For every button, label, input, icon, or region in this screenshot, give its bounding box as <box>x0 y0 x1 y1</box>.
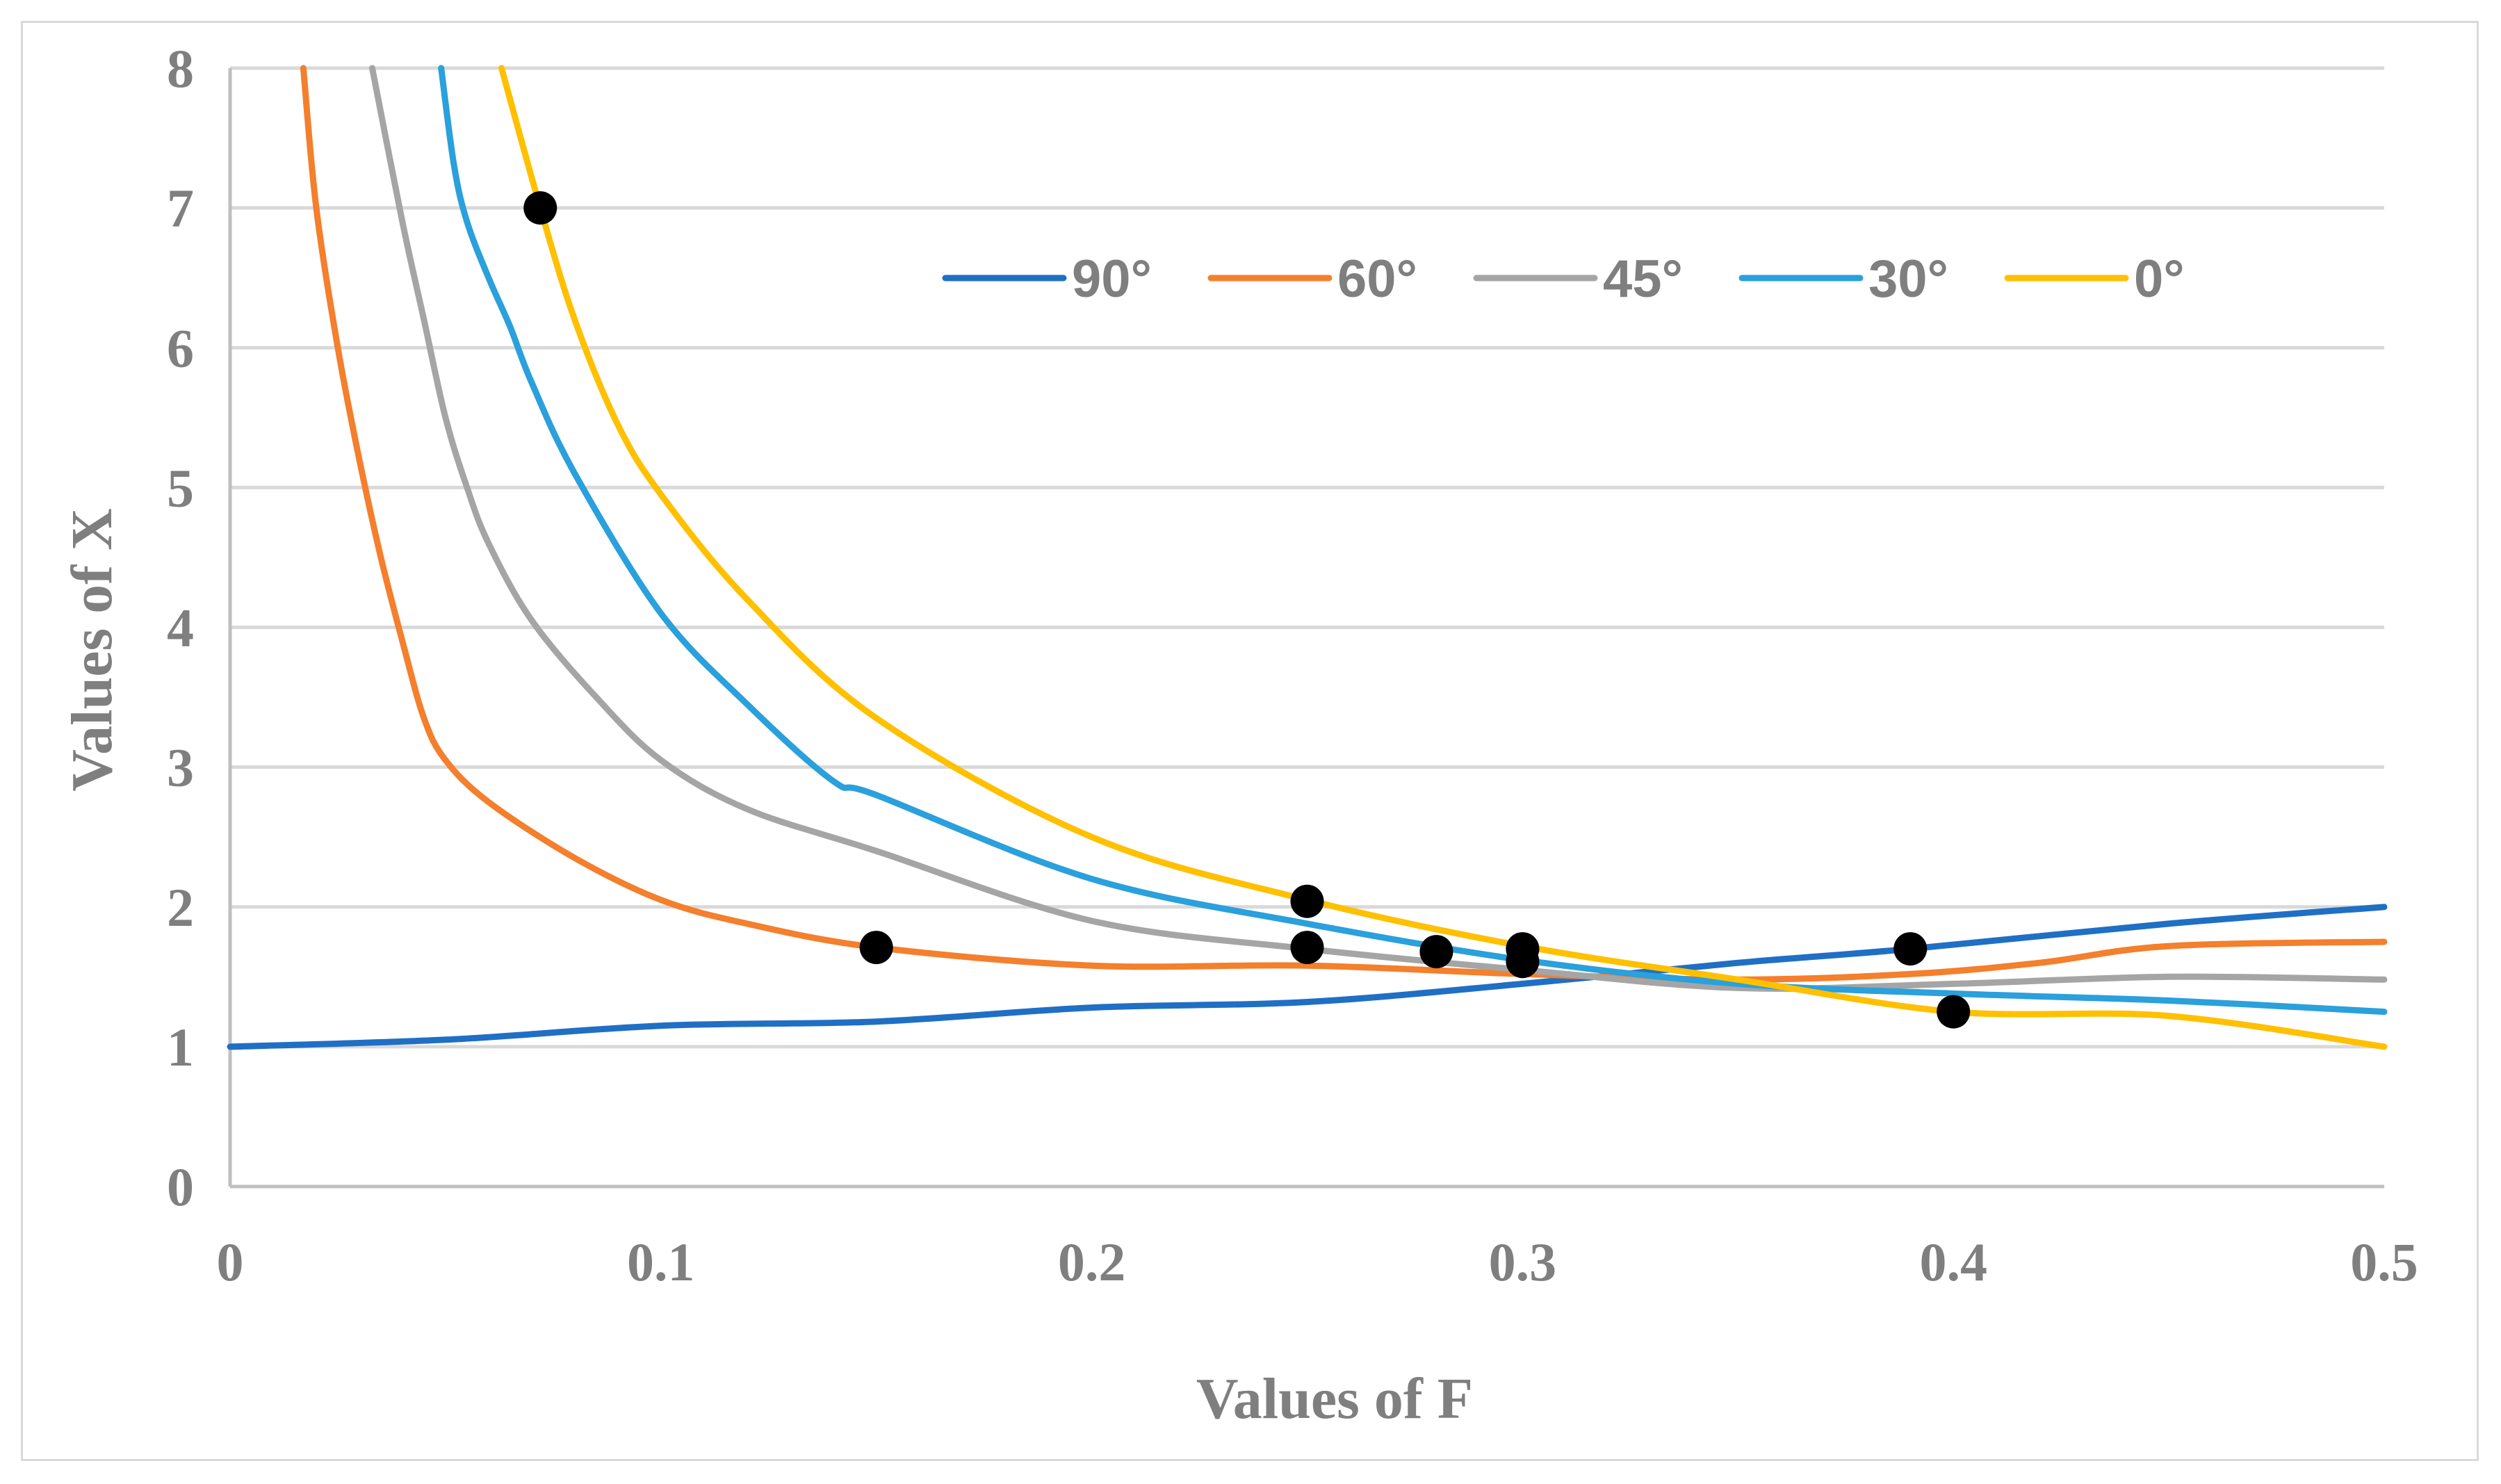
y-tick-label: 0 <box>167 1157 194 1217</box>
marker-points <box>523 191 1971 1029</box>
marker-point-5 <box>1419 935 1453 969</box>
marker-point-7 <box>1506 945 1540 979</box>
marker-point-2 <box>859 931 893 965</box>
y-tick-label: 3 <box>167 737 194 798</box>
x-tick-label: 0.2 <box>1058 1232 1126 1292</box>
legend: 90° 60° 45° 30° 0° <box>942 250 2185 309</box>
legend-item-0deg: 0° <box>2004 250 2185 309</box>
x-tick-label: 0.4 <box>1919 1232 1987 1292</box>
axes <box>228 68 2384 1189</box>
marker-point-9 <box>1937 995 1971 1029</box>
series-line-90deg <box>227 904 2388 1050</box>
legend-label: 0° <box>2134 250 2185 309</box>
gridlines <box>230 66 2384 1049</box>
legend-item-30deg: 30° <box>1738 250 1948 309</box>
marker-point-4 <box>1290 931 1324 965</box>
x-tick-label: 0 <box>217 1232 244 1292</box>
legend-item-45deg: 45° <box>1473 250 1683 309</box>
series-line-0deg <box>498 65 2388 1050</box>
series-lines <box>227 65 2388 1050</box>
legend-item-90deg: 90° <box>942 250 1152 309</box>
marker-point-3 <box>1290 884 1324 918</box>
series-line-30deg <box>438 65 2388 1016</box>
x-tick-label: 0.3 <box>1489 1232 1557 1292</box>
legend-label: 45° <box>1603 250 1683 309</box>
legend-item-60deg: 60° <box>1207 250 1417 309</box>
series-line-45deg <box>369 65 2388 992</box>
y-tick-label: 6 <box>167 318 194 378</box>
y-tick-label: 7 <box>167 178 194 238</box>
tick-labels: 0 1 2 3 4 5 6 7 8 0 0.1 0.2 0.3 0.4 0.5 <box>167 38 2418 1292</box>
marker-point-1 <box>523 191 557 225</box>
y-tick-label: 4 <box>167 598 194 658</box>
y-axis-label: Values of X <box>60 508 124 792</box>
series-line-60deg <box>300 65 2388 983</box>
legend-label: 60° <box>1337 250 1417 309</box>
x-tick-label: 0.5 <box>2350 1232 2418 1292</box>
y-tick-label: 8 <box>167 38 194 99</box>
marker-point-8 <box>1893 932 1928 966</box>
y-tick-label: 2 <box>167 877 194 938</box>
x-tick-label: 0.1 <box>627 1232 695 1292</box>
legend-label: 90° <box>1072 250 1152 309</box>
y-tick-label: 5 <box>167 457 194 518</box>
legend-label: 30° <box>1868 250 1948 309</box>
x-axis-label: Values of F <box>1196 1367 1473 1431</box>
y-tick-label: 1 <box>167 1017 194 1077</box>
